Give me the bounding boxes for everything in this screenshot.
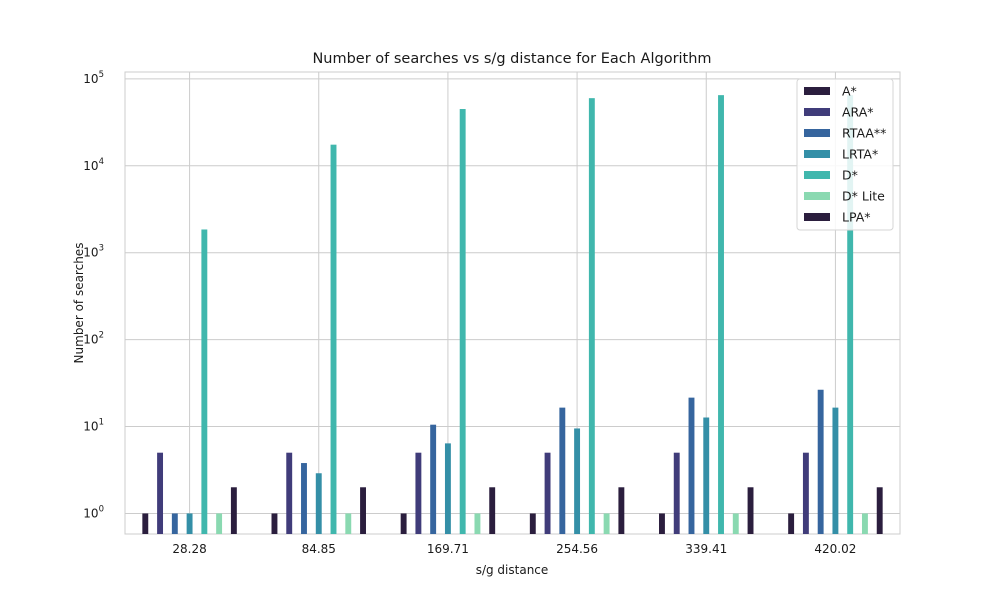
bar bbox=[271, 513, 278, 534]
bar bbox=[186, 513, 193, 534]
bar bbox=[688, 397, 695, 534]
bar bbox=[544, 452, 551, 534]
x-tick-label: 169.71 bbox=[427, 542, 469, 556]
legend-swatch bbox=[804, 129, 830, 137]
bar bbox=[788, 513, 795, 534]
legend-label: LRTA* bbox=[842, 147, 878, 162]
bar bbox=[574, 428, 581, 534]
y-tick-label: 100 bbox=[83, 504, 104, 520]
bars bbox=[142, 95, 883, 535]
y-tick-label: 105 bbox=[83, 70, 104, 86]
legend-swatch bbox=[804, 213, 830, 221]
y-tick-labels: 100 101 102 103 104 105 bbox=[83, 70, 104, 521]
y-tick-label: 104 bbox=[83, 157, 104, 173]
bar bbox=[817, 389, 824, 534]
legend-swatch bbox=[804, 192, 830, 200]
y-tick-label: 102 bbox=[83, 331, 104, 347]
legend-label: A* bbox=[842, 84, 857, 99]
legend-label: LPA* bbox=[842, 210, 871, 225]
legend-label: D* bbox=[842, 168, 858, 183]
x-tick-label: 28.28 bbox=[172, 542, 206, 556]
bar bbox=[703, 417, 710, 534]
bar bbox=[747, 487, 754, 534]
bar bbox=[673, 452, 680, 534]
bar bbox=[171, 513, 178, 534]
bar bbox=[588, 98, 595, 534]
bar bbox=[876, 487, 883, 534]
bar bbox=[142, 513, 149, 534]
bar bbox=[603, 513, 610, 534]
legend-swatch bbox=[804, 150, 830, 158]
x-tick-labels: 28.28 84.85 169.71 254.56 339.41 420.02 bbox=[172, 542, 856, 556]
bar bbox=[230, 487, 237, 534]
bar bbox=[529, 513, 536, 534]
legend-label: RTAA** bbox=[842, 126, 886, 141]
x-axis-label: s/g distance bbox=[476, 563, 549, 577]
bar bbox=[286, 452, 293, 534]
bar bbox=[315, 473, 322, 534]
bar bbox=[718, 95, 724, 535]
bar bbox=[861, 513, 868, 534]
bar bbox=[802, 452, 809, 534]
bar bbox=[330, 144, 337, 534]
plot-frame bbox=[124, 71, 901, 535]
bar bbox=[559, 407, 566, 534]
legend-swatch bbox=[804, 171, 830, 179]
legend-swatch bbox=[804, 108, 830, 116]
chart-title: Number of searches vs s/g distance for E… bbox=[312, 51, 711, 67]
bar bbox=[360, 487, 366, 534]
x-tick-label: 254.56 bbox=[556, 542, 598, 556]
bar bbox=[618, 487, 625, 534]
x-tick-label: 339.41 bbox=[685, 542, 727, 556]
bar bbox=[415, 452, 422, 534]
bar bbox=[201, 229, 208, 534]
legend-label: D* Lite bbox=[842, 189, 885, 204]
x-tick-label: 84.85 bbox=[302, 542, 336, 556]
legend: A* ARA* RTAA** LRTA* D* D* Lite LPA* bbox=[796, 78, 894, 231]
bar bbox=[489, 487, 496, 534]
bar bbox=[400, 513, 407, 534]
x-tick-label: 420.02 bbox=[814, 542, 856, 556]
bar bbox=[732, 513, 739, 534]
bar bbox=[474, 513, 481, 534]
bar bbox=[832, 407, 839, 534]
bar bbox=[847, 95, 854, 535]
bar bbox=[659, 513, 665, 534]
bar bbox=[157, 452, 164, 534]
bar bbox=[444, 443, 451, 534]
bar bbox=[430, 424, 437, 534]
bar bbox=[459, 109, 466, 534]
bar bbox=[216, 513, 223, 534]
legend-label: ARA* bbox=[842, 105, 874, 120]
legend-swatch bbox=[804, 87, 830, 95]
y-tick-label: 103 bbox=[83, 244, 104, 260]
y-tick-label: 101 bbox=[83, 418, 104, 434]
bar bbox=[301, 463, 307, 534]
y-axis-label: Number of searches bbox=[72, 243, 86, 364]
bar bbox=[345, 513, 352, 534]
